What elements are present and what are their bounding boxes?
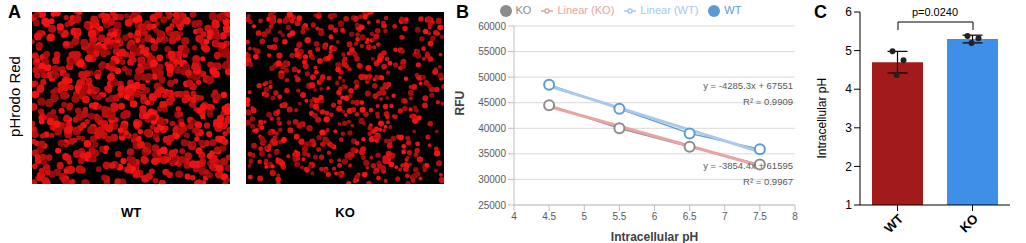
html-text:p=0.0240: p=0.0240	[911, 6, 959, 18]
svg-text:6.5: 6.5	[683, 211, 697, 222]
svg-text:5.5: 5.5	[612, 211, 626, 222]
svg-text:Intracellular pH: Intracellular pH	[815, 78, 829, 159]
svg-text:45000: 45000	[478, 97, 506, 108]
svg-text:40000: 40000	[478, 123, 506, 134]
svg-text:Intracellular pH: Intracellular pH	[611, 230, 698, 243]
html-text:y = -3854.4x + 61595: y = -3854.4x + 61595	[703, 160, 793, 171]
svg-text:KO: KO	[957, 211, 981, 235]
html-text:pHrodo Red: pHrodo Red	[5, 56, 23, 137]
svg-text:5: 5	[845, 44, 852, 58]
html-text:Linear (KO): Linear (KO)	[557, 4, 615, 16]
svg-text:8: 8	[792, 211, 798, 222]
svg-text:5: 5	[581, 211, 587, 222]
html-text:Linear (WT): Linear (WT)	[640, 4, 699, 16]
svg-text:RFU: RFU	[453, 91, 467, 116]
html-text:B: B	[456, 2, 469, 22]
svg-text:4: 4	[845, 82, 852, 96]
html-text:KO: KO	[515, 4, 532, 16]
svg-text:4: 4	[511, 211, 517, 222]
svg-text:WT: WT	[881, 211, 906, 236]
html-text:y = -4285.3x + 67551: y = -4285.3x + 67551	[703, 80, 793, 91]
svg-text:7.5: 7.5	[753, 211, 767, 222]
svg-text:35000: 35000	[478, 148, 506, 159]
html-text:WT: WT	[120, 205, 142, 220]
svg-text:25000: 25000	[478, 200, 506, 211]
svg-text:4.5: 4.5	[542, 211, 556, 222]
svg-text:2: 2	[845, 160, 852, 174]
svg-text:3: 3	[845, 121, 852, 135]
svg-text:50000: 50000	[478, 72, 506, 83]
html-text:R² = 0.9909: R² = 0.9909	[743, 96, 793, 107]
svg-text:1: 1	[845, 198, 852, 212]
svg-text:6: 6	[652, 211, 658, 222]
svg-text:30000: 30000	[478, 174, 506, 185]
html-text:R² = 0.9967: R² = 0.9967	[743, 176, 793, 187]
html-text:WT: WT	[724, 4, 742, 16]
svg-text:60000: 60000	[478, 21, 506, 32]
svg-text:7: 7	[722, 211, 728, 222]
svg-text:55000: 55000	[478, 46, 506, 57]
html-text:A: A	[8, 2, 21, 22]
svg-text:6: 6	[845, 5, 852, 19]
html-text:C: C	[814, 2, 827, 22]
html-text:KO: KO	[335, 205, 355, 220]
